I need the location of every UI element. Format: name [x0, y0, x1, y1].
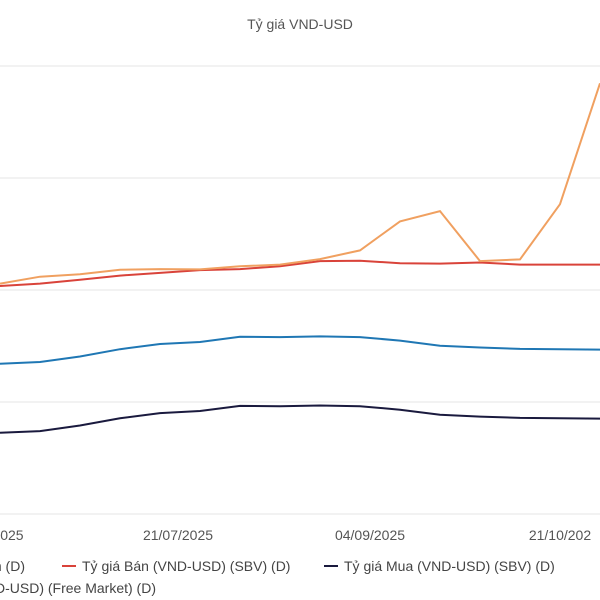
- series-line-3: [0, 82, 600, 285]
- x-tick-label: 2025: [0, 527, 24, 540]
- legend-item-free-market[interactable]: D-USD) (Free Market) (D): [0, 580, 156, 596]
- chart-title: Tỷ giá VND-USD: [247, 16, 353, 32]
- x-axis-ticks: 2025 21/07/2025 04/09/2025 21/10/202: [0, 527, 591, 540]
- series-line-4: [0, 335, 600, 365]
- x-tick-label: 21/10/202: [529, 527, 591, 540]
- legend-swatch-red: [62, 565, 76, 567]
- series-line-2: [0, 404, 600, 434]
- legend-label: Tỷ giá Mua (VND-USD) (SBV) (D): [344, 558, 555, 574]
- legend-label: D-USD) (Free Market) (D): [0, 580, 156, 596]
- series-line-1: [0, 259, 600, 287]
- legend-label: m (D): [0, 558, 25, 574]
- legend-label: Tỷ giá Bán (VND-USD) (SBV) (D): [82, 558, 291, 574]
- legend-item-series-1[interactable]: m (D): [0, 558, 25, 574]
- x-tick-label: 21/07/2025: [143, 527, 213, 540]
- legend: m (D) Tỷ giá Bán (VND-USD) (SBV) (D) Tỷ …: [0, 552, 600, 600]
- legend-swatch-navy: [324, 565, 338, 567]
- series-layer: [0, 82, 600, 434]
- x-tick-label: 04/09/2025: [335, 527, 405, 540]
- legend-item-sell-rate[interactable]: Tỷ giá Bán (VND-USD) (SBV) (D): [62, 558, 290, 574]
- legend-item-buy-rate[interactable]: Tỷ giá Mua (VND-USD) (SBV) (D): [324, 558, 555, 574]
- line-chart: 2025 21/07/2025 04/09/2025 21/10/202: [0, 65, 600, 540]
- gridlines: [0, 65, 600, 515]
